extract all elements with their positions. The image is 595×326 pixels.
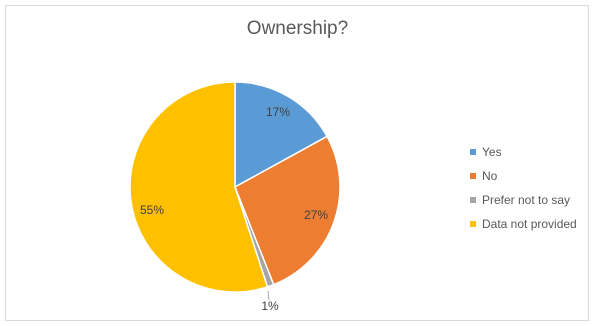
data-label-yes: 17% — [266, 105, 290, 119]
pie-slice-yes — [234, 81, 329, 189]
data-label-data-not-provided: 55% — [140, 203, 164, 217]
leader-line — [267, 290, 270, 301]
legend-label: Data not provided — [482, 217, 577, 231]
legend-item-data-not-provided: Data not provided — [470, 212, 577, 236]
chart-title: Ownership? — [246, 18, 349, 39]
legend-swatch — [470, 221, 476, 227]
data-label-no: 27% — [304, 208, 328, 222]
data-label-prefer-not-to-say: 1% — [261, 299, 279, 313]
legend-item-no: No — [470, 164, 577, 188]
legend-label: Prefer not to say — [482, 193, 571, 207]
legend-item-yes: Yes — [470, 140, 577, 164]
legend-swatch — [470, 149, 476, 155]
legend-swatch — [470, 173, 476, 179]
legend: Yes No Prefer not to say Data not provided — [470, 140, 577, 236]
pie-slice-data-not-provided — [129, 81, 269, 293]
legend-label: No — [482, 169, 498, 183]
legend-label: Yes — [482, 145, 502, 159]
pie-slice-no — [234, 135, 341, 286]
legend-item-prefer-not-to-say: Prefer not to say — [470, 188, 577, 212]
legend-swatch — [470, 197, 476, 203]
